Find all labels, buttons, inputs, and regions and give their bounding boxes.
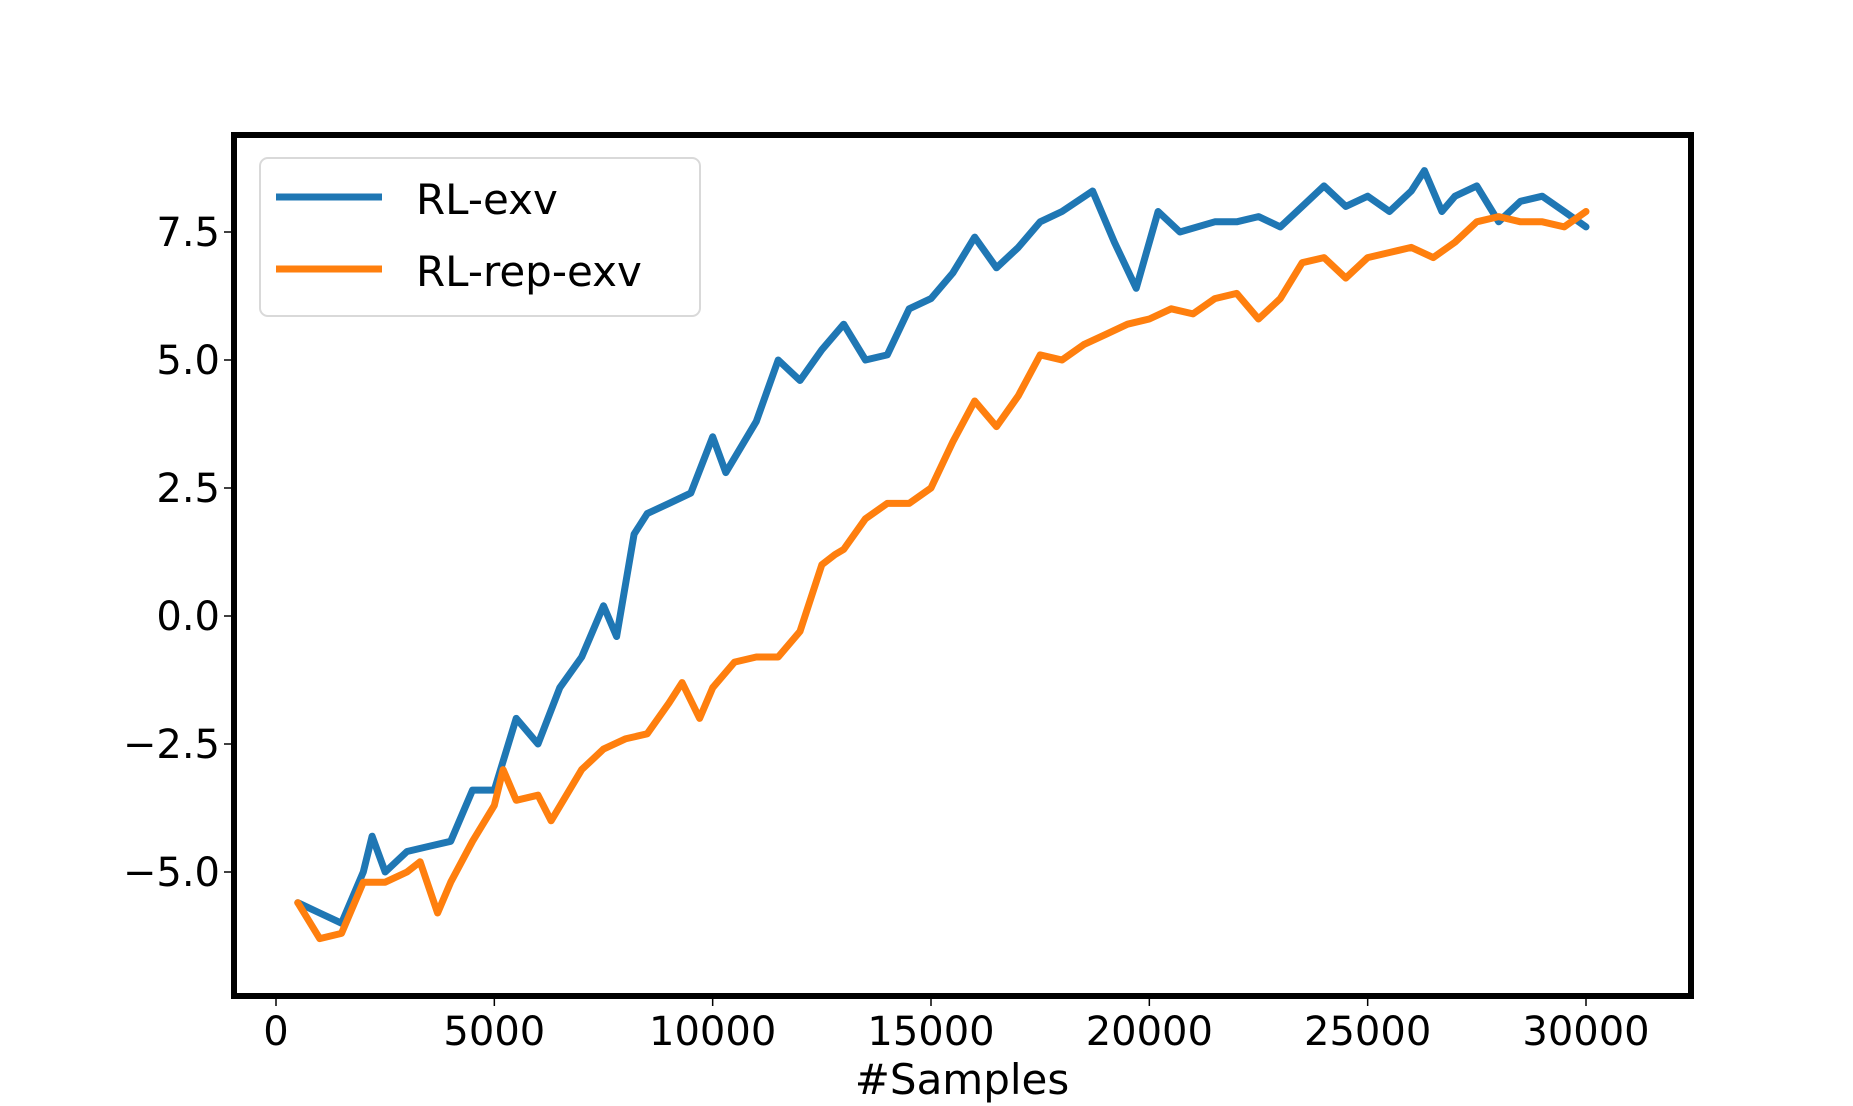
legend-label-rl-rep-exv: RL-rep-exv: [416, 247, 642, 296]
x-tick-label: 20000: [1086, 1009, 1213, 1055]
x-tick-label: 5000: [443, 1009, 545, 1055]
series-line-rl-rep-exv: [294, 208, 1590, 943]
x-tick-label: 15000: [867, 1009, 994, 1055]
y-tick-label: 2.5: [156, 466, 220, 512]
x-axis-label: #Samples: [855, 1055, 1070, 1104]
y-axis: −5.0 −2.5 0.0 2.5 5.0 7.5: [123, 210, 231, 896]
x-tick-label: 25000: [1304, 1009, 1431, 1055]
y-tick-label: 5.0: [156, 338, 220, 384]
legend: RL-exv RL-rep-exv: [259, 157, 701, 317]
y-tick-label: 0.0: [156, 594, 220, 640]
legend-label-rl-exv: RL-exv: [416, 175, 558, 224]
y-tick-label: −2.5: [123, 722, 220, 768]
x-axis: 0 5000 10000 15000 20000 25000 30000: [263, 999, 1650, 1055]
y-tick-label: 7.5: [156, 210, 220, 256]
plot-area: [294, 167, 1590, 943]
x-tick-label: 0: [263, 1009, 288, 1055]
axes-frame: [231, 132, 1694, 999]
x-tick-label: 30000: [1522, 1009, 1649, 1055]
x-tick-label: 10000: [649, 1009, 776, 1055]
y-tick-label: −5.0: [123, 850, 220, 896]
